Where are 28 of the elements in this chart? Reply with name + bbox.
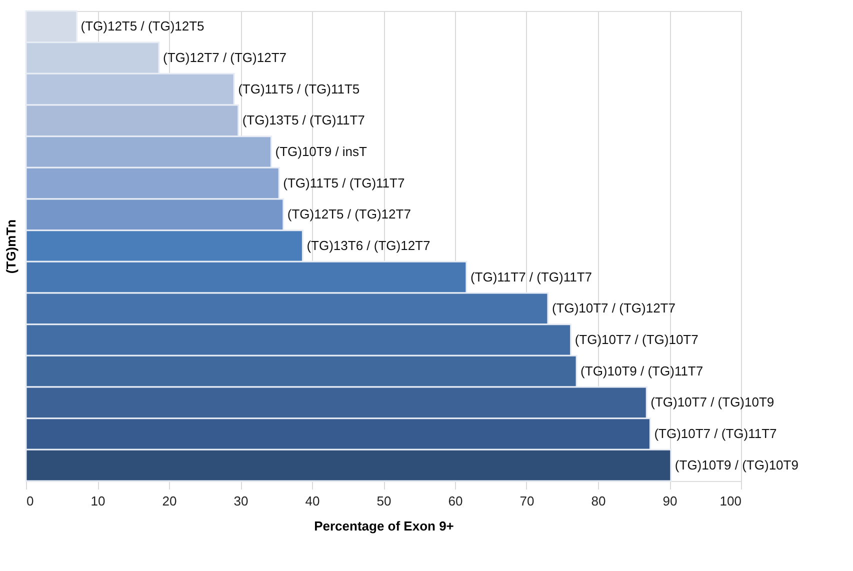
y-tick-label: (TG)12T5 / (TG)12T5: [80, 18, 204, 34]
y-tick-label: (TG)10T9 / (TG)10T9: [674, 457, 798, 472]
x-tick-label: 80: [591, 494, 606, 508]
y-tick-label: (TG)11T5 / (TG)11T7: [283, 175, 405, 190]
x-tick-label: 100: [720, 494, 742, 508]
x-tick-label: 20: [162, 494, 177, 508]
x-tick-label: 90: [662, 494, 678, 508]
y-tick-label: (TG)10T7 / (TG)11T7: [654, 426, 777, 441]
y-axis-title: (TG)mTn: [4, 219, 18, 274]
x-tick-label: 0: [26, 494, 34, 508]
y-tick-label: (TG)10T9 / (TG)11T7: [580, 363, 704, 378]
x-tick-label: 70: [520, 494, 534, 508]
y-tick-label: (TG)11T7 / (TG)11T7: [470, 269, 592, 284]
y-tick-label: (TG)10T9 / insT: [275, 144, 368, 159]
y-tick-label: (TG)12T5 / (TG)12T7: [287, 206, 411, 222]
y-tick-label: (TG)12T7 / (TG)12T7: [162, 50, 287, 65]
x-tick-label: 40: [305, 494, 320, 508]
y-tick-label: (TG)13T5 / (TG)11T7: [242, 112, 365, 128]
x-tick-label: 60: [448, 494, 463, 508]
y-tick-label: (TG)10T7 / (TG)10T7: [574, 332, 698, 347]
x-tick-label: 10: [90, 494, 106, 508]
y-tick-label: (TG)10T7 / (TG)10T9: [650, 394, 774, 410]
x-axis-title: Percentage of Exon 9+: [314, 518, 454, 534]
y-tick-label: (TG)11T5 / (TG)11T5: [238, 81, 360, 96]
y-tick-label: (TG)10T7 / (TG)12T7: [552, 300, 676, 316]
x-tick-label: 30: [234, 494, 248, 508]
y-tick-label: (TG)13T6 / (TG)12T7: [306, 238, 430, 253]
x-tick-label: 50: [376, 494, 392, 508]
